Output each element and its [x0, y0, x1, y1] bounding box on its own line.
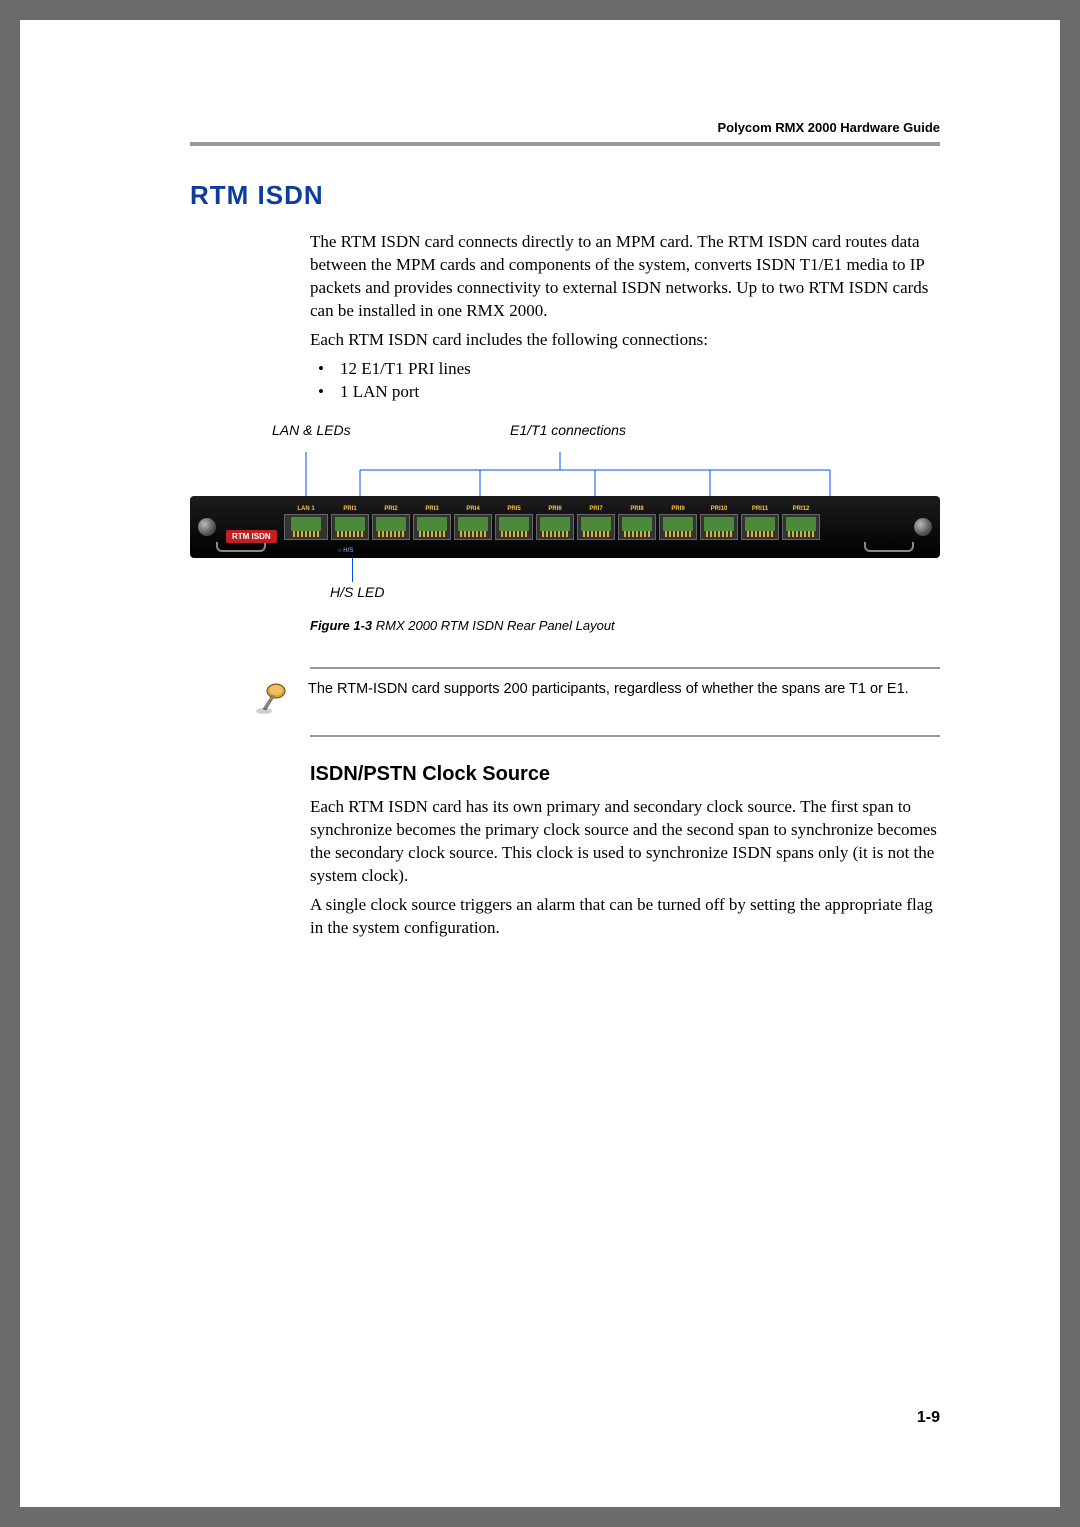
rj45-port-icon — [577, 514, 615, 540]
callout-labels-top: LAN & LEDs E1/T1 connections — [190, 422, 940, 452]
rtm-isdn-badge: RTM ISDN — [226, 530, 277, 543]
handle-icon — [864, 542, 914, 552]
hs-led-label: ○ H/S — [338, 548, 353, 554]
port-label: PRI11 — [752, 506, 768, 512]
port-label: PRI4 — [466, 506, 479, 512]
rj45-port-icon — [284, 514, 328, 540]
figure-caption: Figure 1-3 RMX 2000 RTM ISDN Rear Panel … — [310, 618, 940, 633]
port-pri2: PRI2 — [372, 506, 410, 540]
port-pri4: PRI4 — [454, 506, 492, 540]
callout-lines-top — [190, 452, 940, 496]
callout-e1t1: E1/T1 connections — [510, 422, 626, 438]
rj45-port-icon — [372, 514, 410, 540]
header-rule — [190, 142, 940, 146]
port-label: PRI5 — [507, 506, 520, 512]
document-page: Polycom RMX 2000 Hardware Guide RTM ISDN… — [20, 20, 1060, 1507]
paragraph: The RTM ISDN card connects directly to a… — [310, 231, 940, 323]
rj45-port-icon — [454, 514, 492, 540]
list-item: 1 LAN port — [310, 381, 940, 404]
callout-hs-led: H/S LED — [330, 584, 384, 600]
port-row: LAN 1 PRI1 PRI2 PRI3 PRI4 PRI5 PRI6 PRI7 PRI8 PRI… — [284, 506, 820, 540]
port-lan1: LAN 1 — [284, 506, 328, 540]
subsection-heading: ISDN/PSTN Clock Source — [310, 763, 940, 786]
pushpin-icon — [254, 679, 294, 725]
port-label: PRI3 — [425, 506, 438, 512]
port-label: PRI10 — [711, 506, 728, 512]
port-pri9: PRI9 — [659, 506, 697, 540]
rj45-port-icon — [536, 514, 574, 540]
rj45-port-icon — [413, 514, 451, 540]
port-label: PRI8 — [630, 506, 643, 512]
list-item: 12 E1/T1 PRI lines — [310, 358, 940, 381]
rj45-port-icon — [659, 514, 697, 540]
figure-rtm-isdn-panel: LAN & LEDs E1/T1 connections RTM ISDN ○ … — [190, 422, 940, 608]
paragraph: Each RTM ISDN card has its own primary a… — [310, 796, 940, 888]
screw-icon — [914, 518, 932, 536]
port-label: LAN 1 — [297, 506, 314, 512]
bullet-list: 12 E1/T1 PRI lines 1 LAN port — [310, 358, 940, 404]
handle-icon — [216, 542, 266, 552]
note-text: The RTM-ISDN card supports 200 participa… — [308, 679, 909, 699]
port-pri12: PRI12 — [782, 506, 820, 540]
rj45-port-icon — [741, 514, 779, 540]
port-pri11: PRI11 — [741, 506, 779, 540]
header-doc-title: Polycom RMX 2000 Hardware Guide — [717, 120, 940, 135]
paragraph: Each RTM ISDN card includes the followin… — [310, 329, 940, 352]
figure-number: Figure 1-3 — [310, 618, 372, 633]
callout-bottom: H/S LED — [190, 558, 940, 608]
port-pri6: PRI6 — [536, 506, 574, 540]
note-callout: The RTM-ISDN card supports 200 participa… — [310, 667, 940, 737]
port-pri3: PRI3 — [413, 506, 451, 540]
port-label: PRI12 — [793, 506, 810, 512]
port-pri5: PRI5 — [495, 506, 533, 540]
port-label: PRI9 — [671, 506, 684, 512]
rj45-port-icon — [331, 514, 369, 540]
page-number: 1-9 — [917, 1409, 940, 1427]
rj45-port-icon — [495, 514, 533, 540]
rj45-port-icon — [782, 514, 820, 540]
hardware-panel: RTM ISDN ○ H/S LAN 1 PRI1 PRI2 PRI3 PRI4 PRI5… — [190, 496, 940, 558]
port-pri7: PRI7 — [577, 506, 615, 540]
port-label: PRI6 — [548, 506, 561, 512]
port-pri10: PRI10 — [700, 506, 738, 540]
callout-line — [352, 558, 353, 582]
callout-lan-leds: LAN & LEDs — [272, 422, 351, 438]
rj45-port-icon — [618, 514, 656, 540]
intro-text-block: The RTM ISDN card connects directly to a… — [310, 231, 940, 404]
port-pri8: PRI8 — [618, 506, 656, 540]
rj45-port-icon — [700, 514, 738, 540]
paragraph: A single clock source triggers an alarm … — [310, 894, 940, 940]
port-label: PRI2 — [384, 506, 397, 512]
port-label: PRI7 — [589, 506, 602, 512]
figure-title: RMX 2000 RTM ISDN Rear Panel Layout — [372, 618, 615, 633]
section-heading: RTM ISDN — [190, 180, 940, 211]
subsection-text: Each RTM ISDN card has its own primary a… — [310, 796, 940, 940]
screw-icon — [198, 518, 216, 536]
port-label: PRI1 — [343, 506, 356, 512]
port-pri1: PRI1 — [331, 506, 369, 540]
